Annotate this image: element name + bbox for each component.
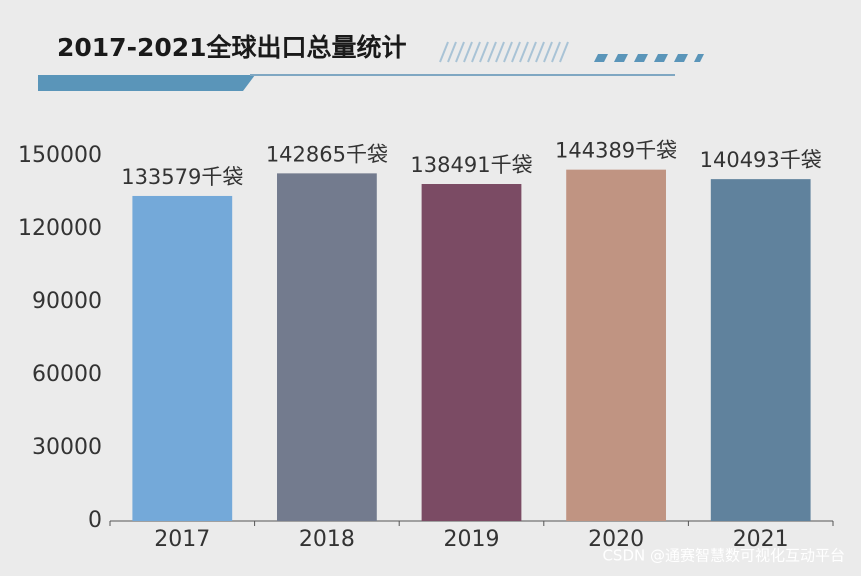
value-label: 140493千袋 <box>700 148 822 172</box>
x-tick-label: 2017 <box>154 527 210 552</box>
x-tick-label: 2018 <box>299 527 355 552</box>
value-label: 133579千袋 <box>121 165 243 189</box>
y-tick-label: 90000 <box>32 289 102 314</box>
bar <box>710 179 811 521</box>
value-label: 138491千袋 <box>410 153 532 177</box>
bar <box>132 195 233 521</box>
bar <box>277 173 377 522</box>
x-tick-label: 2021 <box>733 527 789 552</box>
value-label: 142865千袋 <box>266 142 388 166</box>
x-tick-label: 2019 <box>444 527 500 552</box>
y-tick-label: 120000 <box>18 216 102 241</box>
bar <box>566 169 666 521</box>
chart-title: 2017-2021全球出口总量统计 <box>57 33 407 62</box>
title-decoration <box>38 41 704 91</box>
y-tick-label: 60000 <box>32 362 102 387</box>
y-tick-label: 150000 <box>18 143 102 168</box>
value-label: 144389千袋 <box>555 139 677 163</box>
bar <box>421 184 522 521</box>
y-tick-label: 0 <box>88 508 102 533</box>
x-tick-label: 2020 <box>588 527 644 552</box>
y-tick-label: 30000 <box>32 435 102 460</box>
watermark: CSDN @通赛智慧数可视化互动平台 <box>602 547 845 565</box>
